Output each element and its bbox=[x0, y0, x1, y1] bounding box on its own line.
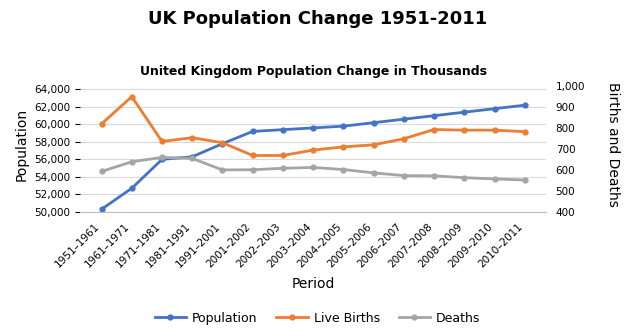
Population bbox=[189, 155, 196, 159]
Population bbox=[249, 129, 257, 133]
Live Births bbox=[279, 154, 287, 158]
Deaths bbox=[158, 155, 166, 159]
Deaths bbox=[491, 177, 498, 181]
Population bbox=[128, 186, 136, 190]
Population bbox=[460, 110, 468, 114]
Population bbox=[491, 107, 498, 111]
Legend: Population, Live Births, Deaths: Population, Live Births, Deaths bbox=[149, 307, 486, 330]
Live Births bbox=[521, 130, 528, 134]
Deaths bbox=[460, 176, 468, 180]
Line: Live Births: Live Births bbox=[99, 94, 527, 158]
X-axis label: Period: Period bbox=[291, 277, 335, 291]
Deaths bbox=[340, 168, 347, 172]
Line: Population: Population bbox=[99, 103, 527, 212]
Population bbox=[400, 117, 408, 121]
Population bbox=[218, 142, 226, 146]
Deaths bbox=[370, 171, 377, 175]
Live Births bbox=[128, 95, 136, 99]
Deaths bbox=[128, 160, 136, 164]
Y-axis label: Population: Population bbox=[15, 108, 29, 181]
Line: Deaths: Deaths bbox=[99, 155, 527, 182]
Population bbox=[370, 121, 377, 125]
Title: United Kingdom Population Change in Thousands: United Kingdom Population Change in Thou… bbox=[140, 65, 486, 78]
Population bbox=[98, 207, 105, 211]
Live Births bbox=[400, 137, 408, 141]
Live Births bbox=[460, 128, 468, 132]
Live Births bbox=[431, 128, 438, 132]
Deaths bbox=[189, 157, 196, 161]
Population bbox=[340, 124, 347, 128]
Deaths bbox=[400, 174, 408, 178]
Deaths bbox=[279, 166, 287, 170]
Live Births bbox=[98, 122, 105, 126]
Text: UK Population Change 1951-2011: UK Population Change 1951-2011 bbox=[148, 10, 487, 28]
Y-axis label: Births and Deaths: Births and Deaths bbox=[606, 82, 620, 207]
Live Births bbox=[340, 145, 347, 149]
Live Births bbox=[218, 141, 226, 145]
Deaths bbox=[521, 178, 528, 182]
Deaths bbox=[431, 174, 438, 178]
Population bbox=[309, 126, 317, 130]
Live Births bbox=[189, 136, 196, 140]
Deaths bbox=[249, 168, 257, 172]
Live Births bbox=[309, 148, 317, 152]
Live Births bbox=[158, 139, 166, 143]
Live Births bbox=[249, 154, 257, 158]
Deaths bbox=[309, 165, 317, 169]
Population bbox=[431, 114, 438, 118]
Deaths bbox=[218, 168, 226, 172]
Live Births bbox=[370, 143, 377, 147]
Live Births bbox=[491, 128, 498, 132]
Population bbox=[521, 103, 528, 107]
Population bbox=[158, 157, 166, 161]
Population bbox=[279, 128, 287, 132]
Deaths bbox=[98, 169, 105, 173]
